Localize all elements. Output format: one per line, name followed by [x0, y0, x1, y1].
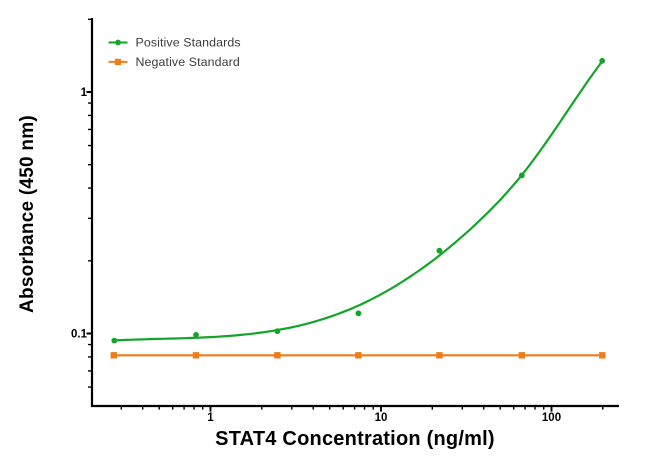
svg-text:10: 10 [375, 412, 388, 424]
svg-text:100: 100 [542, 412, 561, 424]
svg-text:1: 1 [207, 412, 214, 424]
svg-text:1: 1 [81, 87, 88, 99]
svg-text:0.1: 0.1 [71, 328, 88, 340]
svg-text:Negative Standard: Negative Standard [136, 55, 240, 69]
svg-text:STAT4 Concentration (ng/ml): STAT4 Concentration (ng/ml) [215, 428, 495, 450]
svg-text:Absorbance (450 nm): Absorbance (450 nm) [17, 115, 38, 313]
svg-text:Positive Standards: Positive Standards [136, 35, 241, 49]
